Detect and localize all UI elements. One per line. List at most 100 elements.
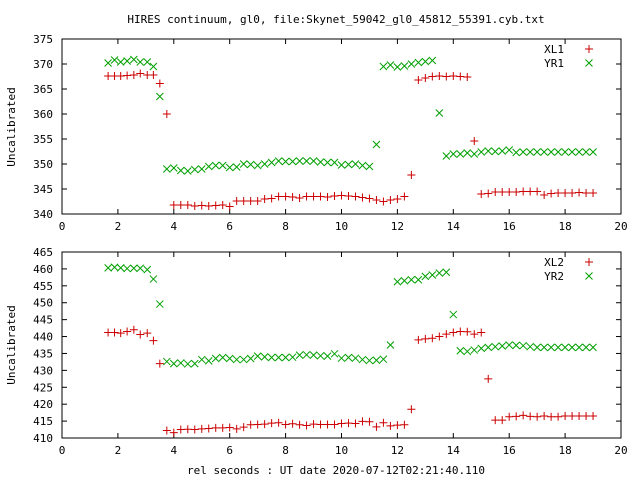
x-tick-label: 4 bbox=[170, 444, 177, 457]
data-point bbox=[386, 61, 395, 69]
data-point bbox=[260, 352, 269, 361]
data-point bbox=[456, 327, 465, 336]
x-tick-label: 18 bbox=[558, 444, 571, 457]
data-point bbox=[260, 160, 269, 168]
data-point bbox=[435, 269, 444, 277]
data-point bbox=[295, 157, 304, 165]
data-point bbox=[491, 147, 500, 156]
data-point bbox=[260, 420, 269, 429]
data-point bbox=[358, 193, 367, 202]
x-tick-label: 12 bbox=[391, 220, 404, 233]
data-point bbox=[407, 60, 416, 68]
data-point bbox=[568, 343, 576, 352]
x-tick-label: 10 bbox=[335, 220, 348, 233]
data-point bbox=[239, 160, 248, 168]
data-point bbox=[197, 201, 206, 210]
data-point bbox=[533, 412, 542, 421]
data-point bbox=[136, 58, 145, 66]
data-point bbox=[519, 148, 528, 156]
data-point bbox=[204, 162, 213, 171]
data-point bbox=[302, 350, 311, 359]
x-tick-label: 4 bbox=[170, 220, 177, 233]
data-point bbox=[225, 354, 234, 363]
data-point bbox=[225, 163, 234, 172]
data-point bbox=[176, 359, 185, 367]
data-point bbox=[498, 416, 507, 425]
data-point bbox=[449, 72, 458, 80]
data-point bbox=[143, 58, 152, 66]
series-yr1 bbox=[104, 55, 597, 175]
data-point bbox=[582, 343, 590, 352]
x-tick-label: 2 bbox=[115, 444, 122, 457]
data-point bbox=[337, 191, 346, 200]
data-point bbox=[442, 330, 451, 339]
data-point bbox=[155, 92, 164, 101]
data-point bbox=[589, 189, 598, 197]
legend-marker bbox=[585, 272, 593, 280]
data-point bbox=[575, 148, 583, 156]
data-point bbox=[505, 412, 514, 421]
data-point bbox=[589, 412, 598, 421]
data-point bbox=[372, 356, 381, 365]
data-point bbox=[470, 137, 479, 145]
data-point bbox=[149, 62, 158, 71]
data-point bbox=[456, 150, 465, 158]
data-point bbox=[246, 160, 255, 169]
data-point bbox=[554, 189, 563, 197]
data-point bbox=[204, 424, 213, 433]
y-tick-label: 355 bbox=[33, 133, 53, 146]
y-tick-label: 450 bbox=[33, 297, 53, 310]
data-point bbox=[484, 374, 493, 383]
data-point bbox=[554, 148, 562, 156]
data-point bbox=[358, 355, 367, 364]
data-point bbox=[421, 74, 430, 82]
data-point bbox=[246, 197, 255, 205]
data-point bbox=[288, 157, 297, 166]
data-point bbox=[149, 336, 158, 345]
x-tick-label: 2 bbox=[115, 220, 122, 233]
data-point bbox=[386, 421, 395, 430]
data-point bbox=[589, 343, 597, 352]
data-point bbox=[169, 201, 178, 209]
data-point bbox=[414, 58, 423, 67]
data-point bbox=[281, 353, 290, 362]
data-point bbox=[407, 171, 416, 179]
series-xl1 bbox=[104, 69, 598, 211]
y-tick-label: 435 bbox=[33, 347, 53, 360]
data-point bbox=[435, 72, 444, 80]
data-point bbox=[540, 191, 549, 199]
data-point bbox=[162, 165, 171, 173]
data-point bbox=[204, 357, 213, 365]
data-point bbox=[526, 342, 535, 351]
data-point bbox=[267, 194, 276, 203]
data-point bbox=[449, 310, 458, 319]
data-point bbox=[183, 360, 192, 368]
data-point bbox=[309, 192, 318, 201]
data-point bbox=[316, 192, 325, 201]
y-tick-label: 460 bbox=[33, 263, 53, 276]
data-point bbox=[484, 189, 493, 198]
data-point bbox=[491, 416, 500, 425]
data-point bbox=[393, 63, 402, 71]
plot-panel-2: 0 2 4 6 8 10 12 14 16 18 20 410 415 420 425 430 435 440 44… bbox=[5, 246, 628, 457]
data-point bbox=[162, 110, 171, 118]
data-point bbox=[211, 201, 220, 210]
data-point bbox=[309, 351, 318, 359]
data-point bbox=[104, 59, 112, 67]
data-point bbox=[316, 158, 325, 166]
data-point bbox=[372, 140, 381, 149]
data-point bbox=[253, 197, 262, 205]
data-point bbox=[526, 412, 535, 421]
data-point bbox=[239, 423, 248, 432]
series-xl2 bbox=[104, 325, 598, 437]
chart-title: HIRES continuum, gl0, file:Skynet_59042_… bbox=[127, 13, 544, 26]
data-point bbox=[554, 343, 562, 352]
data-point bbox=[169, 164, 178, 172]
data-point bbox=[330, 158, 339, 167]
data-point bbox=[116, 58, 125, 66]
data-point bbox=[110, 263, 119, 272]
data-point bbox=[442, 152, 451, 160]
data-point bbox=[225, 202, 234, 211]
data-point bbox=[407, 275, 416, 284]
